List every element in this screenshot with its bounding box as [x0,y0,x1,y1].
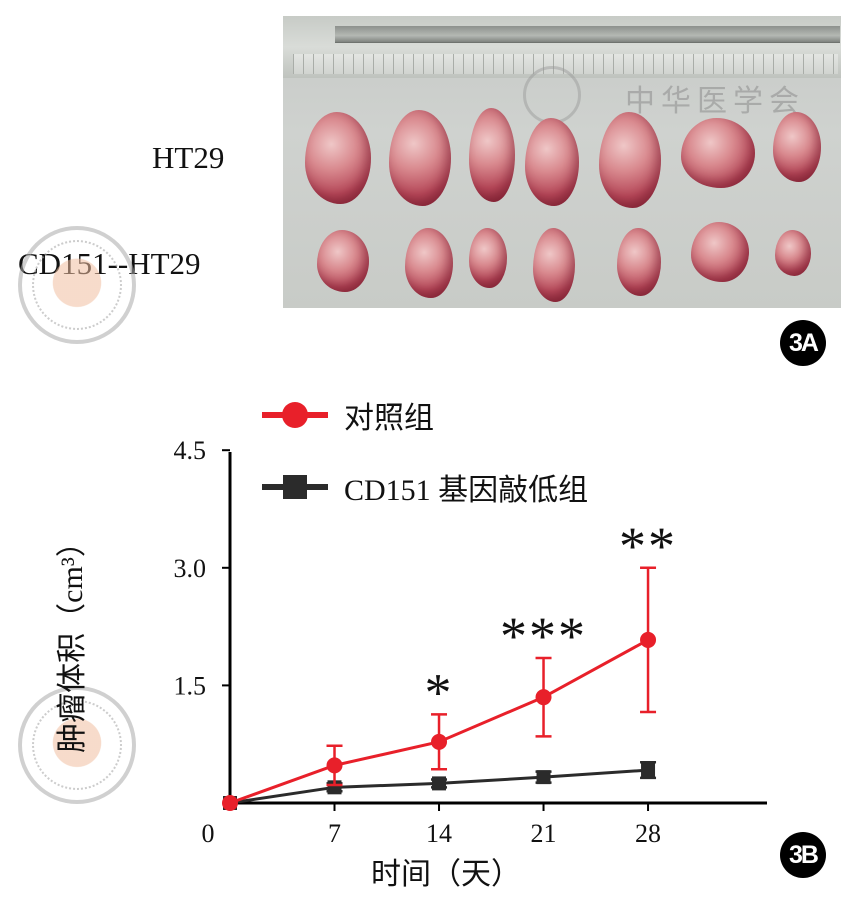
tumor-ht29-6 [681,118,755,188]
tumor-ht29-5 [599,112,661,208]
data-point-control [431,733,448,750]
x-tick-label: 28 [635,819,661,848]
significance-annotations: ****** [425,516,677,723]
y-axis-label: 肿瘤体积（cm³） [56,527,89,753]
data-point-knockdown [641,763,656,778]
data-point-control [222,795,238,811]
significance-stars: * [425,662,454,722]
tumor-ht29-4 [525,118,579,206]
data-point-control [535,689,552,706]
data-point-knockdown [432,776,447,791]
tumor-photo: 中华医学会 [283,16,841,308]
legend-label-knockdown: CD151 基因敲低组 [344,474,588,507]
y-tick-label: 3.0 [174,554,207,583]
panel-tag-3a: 3A [780,320,826,366]
tumor-ht29-2 [389,110,451,206]
row-label-ht29: HT29 [152,140,225,175]
tumor-cd151-3 [469,228,507,288]
tumor-cd151-2 [405,228,453,298]
tumor-cd151-1 [317,230,369,292]
significance-stars: *** [500,606,587,666]
x-tick-label: 0 [202,819,215,848]
cma-seal-icon [18,226,136,344]
x-axis-label: 时间（天） [371,858,521,891]
legend-marker-control [282,402,308,428]
tumor-ht29-3 [469,108,515,202]
tumor-ht29-7 [773,112,821,182]
tumor-ht29-1 [305,112,371,204]
cma-seal-icon [18,686,136,804]
series-layer [222,566,657,811]
x-tick-label: 21 [531,819,557,848]
tumor-cd151-6 [691,222,749,282]
watermark-logo-script: 中华医学会 [625,85,805,118]
legend-label-control: 对照组 [344,402,434,435]
legend: 对照组 CD151 基因敲低组 [262,402,588,507]
tumor-cd151-7 [775,230,811,276]
metal-ruler [335,26,840,43]
measuring-scale [293,54,838,74]
axis-ticks: 0 7 14 21 28 1.5 3.0 4.5 [174,436,662,848]
data-point-control [640,631,657,648]
tumor-cd151-4 [533,228,575,302]
x-tick-label: 14 [426,819,452,848]
x-tick-label: 7 [328,819,341,848]
y-tick-label: 4.5 [174,436,207,465]
tumor-cd151-5 [617,228,661,296]
data-point-control [326,757,343,774]
significance-stars: ** [619,516,677,576]
panel-tag-3b: 3B [780,832,826,878]
y-tick-label: 1.5 [174,671,207,700]
legend-marker-knockdown [283,475,307,499]
data-point-knockdown [536,770,551,785]
